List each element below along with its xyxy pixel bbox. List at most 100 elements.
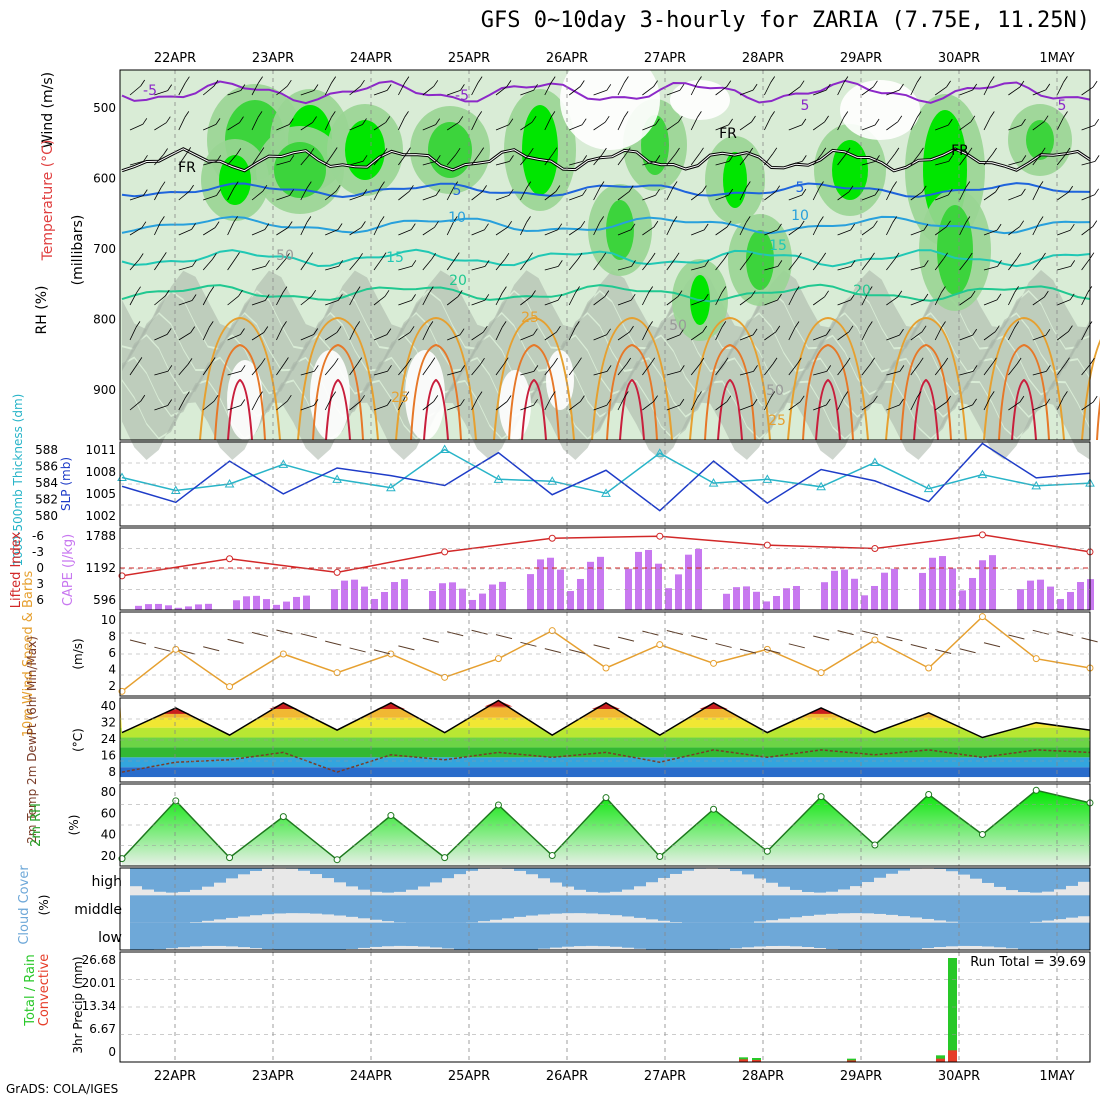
wind-barb-flag <box>185 391 190 398</box>
wind-barb <box>227 405 241 411</box>
wind-barb-flag <box>142 118 148 125</box>
wind-barb <box>764 266 779 271</box>
wind-barb-flag <box>160 181 166 188</box>
wind-barb-flag <box>288 118 294 125</box>
wind-barb <box>739 296 752 306</box>
wind-barb-flag <box>923 293 929 301</box>
contour-label: 50 <box>276 248 294 264</box>
cape-bar <box>1077 582 1084 610</box>
cloud-high-bar <box>958 868 970 875</box>
wind-barb <box>178 300 193 306</box>
wind-barb-flag <box>140 79 146 87</box>
wind-barb-flag <box>997 260 1002 267</box>
wind-barb <box>251 153 261 166</box>
wind-barb <box>642 124 656 131</box>
wind-barb <box>251 364 262 376</box>
contour-30 <box>802 343 854 441</box>
wind-barb-flag <box>1068 185 1074 193</box>
wind-barb-flag <box>186 147 192 154</box>
wind-speed-point <box>871 636 879 644</box>
cloud-middle-bar <box>658 895 670 921</box>
wind-barb <box>593 222 601 236</box>
wind-barb <box>129 400 142 411</box>
wind-barb <box>154 122 167 131</box>
wind-barb-flag <box>355 286 361 293</box>
cloud-middle-bar <box>370 895 382 920</box>
cape-bar <box>331 589 338 610</box>
wind-barb <box>349 327 357 341</box>
cloud-unit: (%) <box>37 895 51 916</box>
wind-barb <box>324 332 338 341</box>
cloud-low-bar <box>922 922 934 949</box>
wind-barb-flag <box>263 326 269 333</box>
wind-barb <box>544 266 559 271</box>
chart-title: GFS 0~10day 3-hourly for ZARIA (7.75E, 1… <box>480 8 1090 33</box>
wind-barb-flag <box>212 253 217 260</box>
wind-barb-flag <box>1069 223 1075 231</box>
cloud-low-bar <box>166 922 178 949</box>
wind-barb <box>812 258 823 271</box>
wind-barb-flag <box>672 181 678 188</box>
cloud-label: Cloud Cover <box>17 865 32 945</box>
contour-label: 20 <box>853 283 871 299</box>
wind-barb-flag <box>1045 328 1051 336</box>
cloud-high-bar <box>646 868 658 883</box>
wind-barb <box>983 397 991 411</box>
wind-barb-flag <box>892 216 898 223</box>
cloud-middle-bar <box>862 895 874 914</box>
wind-barb-flag <box>435 155 441 162</box>
wind-barb-flag <box>362 189 368 196</box>
wind-barb <box>569 161 583 166</box>
wind-barb-flag <box>899 398 904 406</box>
wind-10m-barb <box>935 649 952 655</box>
wind-barb <box>544 397 552 411</box>
wind-barb-flag <box>1092 395 1098 403</box>
wind-barb <box>910 363 920 376</box>
cloud-low-bar <box>742 922 754 948</box>
wind-barb <box>227 122 240 131</box>
wind-barb <box>666 153 676 166</box>
wind-barb-flag <box>972 398 977 406</box>
wind-barb-flag <box>482 185 487 192</box>
wind-barb <box>666 89 681 96</box>
cloud-middle-bar <box>1078 895 1090 917</box>
wind-barb <box>934 292 942 306</box>
wind-barb-flag <box>653 395 658 402</box>
wind-barb-flag <box>752 398 758 406</box>
cape-bar <box>391 582 398 610</box>
wind-barb-flag <box>215 118 221 125</box>
rh-dry-area <box>560 50 660 150</box>
wind-10m-barb <box>300 633 317 639</box>
wind-barb <box>202 292 211 306</box>
contour-label: 15 <box>386 250 404 266</box>
wind-barb <box>471 363 481 376</box>
wind-barb <box>934 86 947 96</box>
wind-barb-flag <box>1038 181 1044 188</box>
date-label-top: 25APR <box>448 51 490 66</box>
temp-ytick: 40 <box>101 699 116 713</box>
wind-barb <box>544 229 558 236</box>
wind-barb <box>1056 117 1064 131</box>
wind-ytick: 10 <box>101 613 116 627</box>
wind-barb <box>373 258 383 271</box>
contour-label: FR <box>178 160 196 176</box>
wind-barb-flag <box>313 328 319 335</box>
cape-bar <box>303 595 310 610</box>
cloud-low-bar <box>154 922 166 950</box>
precip-run-total: Run Total = 39.69 <box>970 955 1086 970</box>
wind-barb-flag <box>404 111 409 118</box>
cape-bar <box>233 600 240 610</box>
lifted-ytick: -6 <box>32 529 44 543</box>
contour-30 <box>410 343 462 441</box>
wind-barb <box>544 82 552 96</box>
wind-barb-flag <box>433 395 439 402</box>
cloud-high-bar <box>466 868 478 871</box>
slp-ytick: 1008 <box>85 465 116 479</box>
wind-barb <box>373 295 386 306</box>
wind-barb <box>959 121 972 131</box>
cape-bar <box>979 560 986 610</box>
wind-barb-flag <box>943 252 948 260</box>
wind-barb <box>959 153 969 166</box>
wind-barb <box>617 363 628 376</box>
wind-barb-flag <box>989 391 995 398</box>
